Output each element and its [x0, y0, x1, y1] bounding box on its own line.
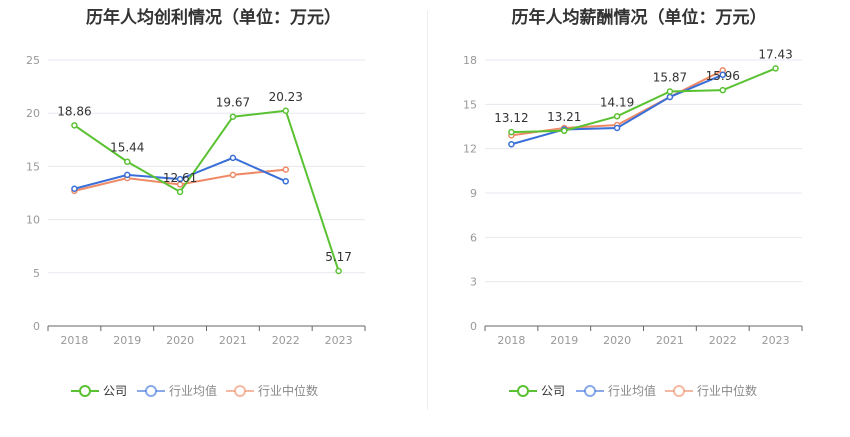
data-label: 13.12: [494, 111, 528, 125]
data-label: 14.19: [600, 95, 634, 109]
legend-item: 行业中位数: [665, 383, 757, 398]
y-tick-label: 0: [33, 320, 40, 333]
x-tick-label: 2018: [60, 334, 88, 347]
y-tick-label: 12: [463, 143, 477, 156]
data-point: [719, 86, 726, 94]
series-line-0: [511, 67, 776, 134]
data-label: 15.96: [706, 69, 740, 83]
chart-title: 历年人均薪酬情况（单位：万元）: [511, 8, 767, 28]
data-point: [229, 171, 237, 179]
x-tick-label: 2019: [113, 334, 141, 347]
data-point: [71, 185, 78, 192]
legend-marker: [517, 385, 529, 397]
legend-label: 行业均值: [608, 383, 656, 398]
data-point: [229, 113, 237, 120]
data-point: [719, 71, 726, 79]
y-tick-label: 5: [33, 267, 40, 280]
chart-title: 历年人均创利情况（单位：万元）: [86, 8, 341, 28]
data-point: [508, 128, 515, 136]
legend-marker: [673, 385, 685, 397]
data-point: [176, 175, 184, 183]
data-point: [282, 107, 289, 115]
data-point: [71, 122, 78, 129]
data-point: [772, 65, 779, 72]
data-point: [666, 88, 674, 95]
legend-label: 公司: [103, 384, 127, 398]
data-point: [229, 154, 237, 162]
y-tick-label: 25: [26, 54, 40, 67]
legend-label: 公司: [541, 384, 565, 398]
data-label: 15.44: [110, 141, 144, 155]
legend-marker: [79, 385, 91, 397]
x-tick-label: 2023: [762, 334, 790, 347]
legend-item: 行业均值: [137, 383, 217, 398]
y-tick-label: 6: [470, 231, 477, 244]
x-tick-label: 2018: [497, 334, 525, 347]
chart-panel-salary: 历年人均薪酬情况（单位：万元） 0 3 6 9 12 15 18 2018 2019 2020 20…: [428, 0, 850, 437]
profit-chart: 0 5 10 15 20 25 2018 2019 2020 2021 2022 2023 18.86 1…: [26, 54, 366, 398]
data-point: [335, 267, 342, 275]
x-tick-label: 2023: [325, 334, 353, 347]
data-point: [282, 178, 289, 185]
data-label: 5.17: [325, 250, 352, 264]
x-tick-label: 2021: [656, 334, 684, 347]
y-tick-label: 3: [470, 276, 477, 289]
panel-divider: [427, 10, 428, 410]
data-label: 12.61: [163, 171, 197, 185]
x-tick-label: 2019: [550, 334, 578, 347]
legend-item: 公司: [71, 384, 127, 398]
data-point: [613, 124, 621, 132]
x-tick-label: 2022: [272, 334, 300, 347]
legend-item: 行业均值: [576, 383, 656, 398]
legend-marker: [584, 385, 596, 397]
y-tick-label: 10: [26, 214, 40, 227]
legend-marker: [145, 385, 157, 397]
legend-item: 行业中位数: [226, 383, 318, 398]
legend-marker: [234, 385, 246, 397]
data-point: [508, 140, 515, 148]
legend-item: 公司: [509, 384, 565, 398]
x-tick-label: 2020: [603, 334, 631, 347]
data-point: [561, 127, 568, 135]
y-tick-label: 15: [463, 98, 477, 111]
data-point: [176, 188, 184, 196]
x-tick-label: 2020: [166, 334, 194, 347]
salary-chart: 0 3 6 9 12 15 18 2018 2019 2020 2021 2022 2023 13.12 1…: [463, 47, 803, 398]
chart-panel-profit: 历年人均创利情况（单位：万元） 0 5 10 15 20 25 2018 2019 2020 20…: [26, 8, 366, 398]
data-point: [613, 113, 621, 120]
data-label: 13.21: [547, 110, 581, 124]
data-label: 15.87: [653, 70, 687, 84]
legend-label: 行业均值: [169, 383, 217, 398]
y-tick-label: 0: [470, 320, 477, 333]
data-point: [666, 93, 674, 101]
data-point: [124, 158, 131, 165]
x-tick-label: 2022: [709, 334, 737, 347]
series-line-0: [73, 109, 340, 272]
y-tick-label: 9: [470, 187, 477, 200]
data-point: [282, 166, 289, 173]
data-point: [124, 171, 131, 179]
y-tick-label: 18: [463, 54, 477, 67]
y-tick-label: 20: [26, 107, 40, 120]
data-label: 17.43: [758, 47, 792, 61]
legend-label: 行业中位数: [697, 383, 757, 398]
x-tick-label: 2021: [219, 334, 247, 347]
data-label: 19.67: [216, 96, 250, 110]
data-label: 18.86: [57, 104, 91, 118]
data-label: 20.23: [269, 90, 303, 104]
legend-label: 行业中位数: [258, 383, 318, 398]
y-tick-label: 15: [26, 160, 40, 173]
